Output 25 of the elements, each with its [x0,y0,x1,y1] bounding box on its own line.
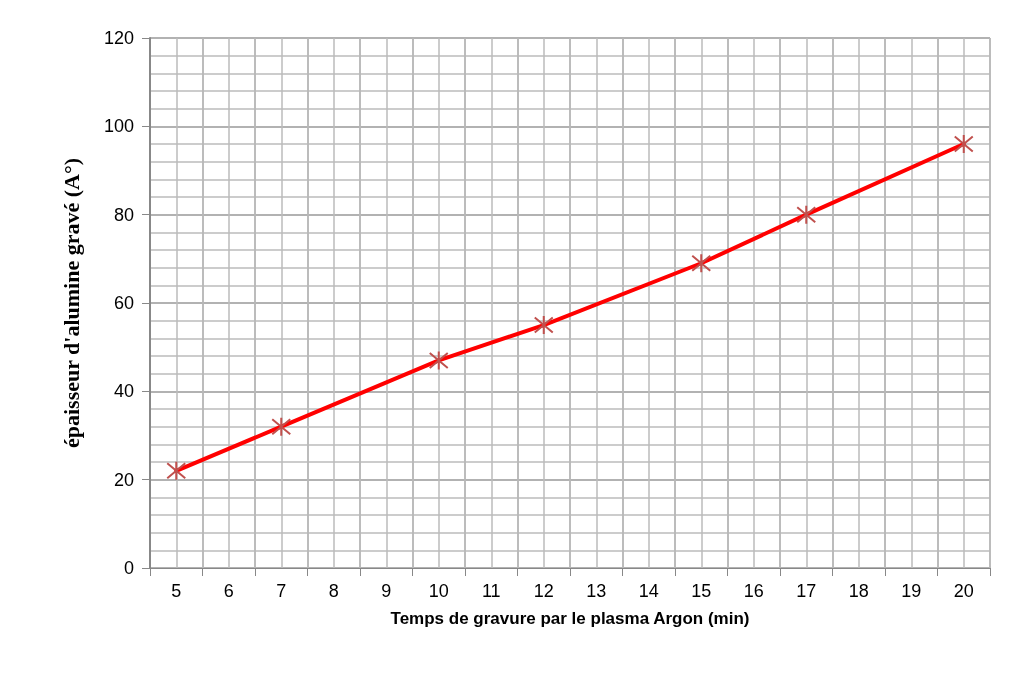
x-tick-label: 17 [796,581,817,601]
x-tick-label: 18 [848,581,869,601]
x-tick-label: 10 [428,581,449,601]
y-axis-title: épaisseur d'alumine gravé (A°) [58,157,84,449]
x-tick-label: 13 [586,581,607,601]
x-tick-label: 15 [691,581,712,601]
x-tick-label: 8 [328,581,339,601]
y-tick-label: 120 [103,28,134,48]
y-tick-label: 40 [113,381,134,402]
y-tick-label: 100 [103,116,134,137]
x-tick-label: 20 [953,581,974,601]
x-tick-label: 12 [533,581,554,601]
x-tick-label: 16 [743,581,764,601]
x-tick-label: 6 [223,581,234,601]
x-tick-label: 7 [276,581,287,601]
x-tick-label: 9 [381,581,392,601]
x-tick-label: 11 [481,581,501,601]
y-tick-label: 60 [113,293,134,313]
x-axis-title: Temps de gravure par le plasma Argon (min) [390,609,750,628]
y-tick-label: 80 [113,204,134,225]
y-tick-label: 20 [113,469,134,490]
x-tick-label: 5 [171,581,182,601]
y-tick-label: 0 [123,558,134,578]
x-tick-label: 14 [638,581,659,601]
x-tick-label: 19 [901,581,922,601]
